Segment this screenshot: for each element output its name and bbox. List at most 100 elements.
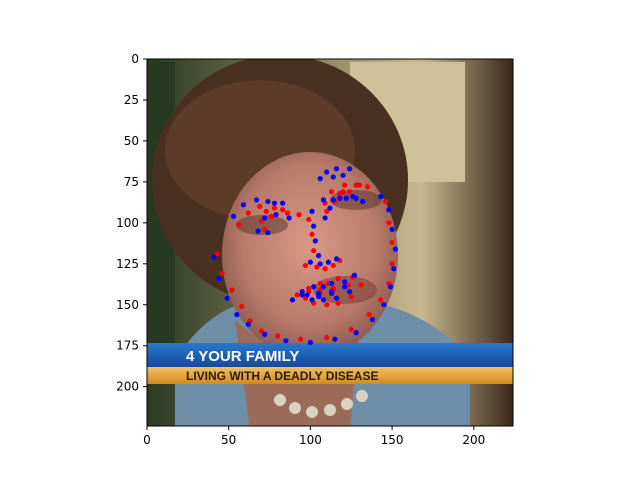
landmark-point-series0-36 [245,210,251,216]
landmark-point-series1-33 [317,261,323,267]
landmark-point-series0-15 [386,220,392,226]
y-tick-label: 25 [124,93,139,107]
landmark-point-series0-14 [389,239,395,246]
landmark-point-series1-45 [347,166,353,172]
landmark-point-series0-49 [317,280,323,287]
landmark-point-series1-2 [224,295,230,301]
landmark-point-series1-16 [386,207,392,213]
landmark-point-series1-27 [360,198,366,205]
landmark-point-series1-8 [332,336,338,342]
landmark-point-series1-48 [289,297,296,303]
landmark-point-series0-21 [296,212,302,218]
landmark-point-series1-69 [353,195,359,201]
landmark-point-series0-28 [309,231,315,237]
landmark-point-series1-0 [211,254,217,260]
landmark-point-series1-28 [309,208,315,214]
y-tick-label: 150 [116,298,139,312]
axes-frame [146,58,514,427]
landmark-point-series0-1 [219,271,225,277]
landmark-point-series0-22 [324,208,330,214]
landmark-point-series1-42 [317,176,323,182]
landmark-point-series0-53 [358,282,364,288]
landmark-point-series0-18 [258,218,264,224]
landmark-point-series1-4 [245,321,251,328]
landmark-point-series0-20 [280,207,286,213]
y-tick-label: 0 [131,52,139,66]
landmark-point-series0-29 [311,248,317,254]
caption-line-2: LIVING WITH A DEADLY DISEASE [186,369,378,383]
landmark-point-series1-63 [342,284,348,290]
y-tick-label: 125 [116,257,139,271]
landmark-point-series0-11 [378,297,384,303]
landmark-point-series1-11 [381,302,387,308]
y-axis: 0 25 50 75 100 125 150 175 200 [116,52,147,394]
landmark-point-series1-1 [216,275,222,282]
landmark-point-series1-35 [333,256,340,262]
landmark-point-series1-36 [230,213,237,219]
landmark-point-series0-35 [235,221,242,228]
landmark-point-series0-19 [263,208,269,214]
landmark-point-series1-12 [387,284,394,290]
landmark-point-series0-8 [324,334,330,341]
landmark-point-series1-37 [240,202,247,208]
landmark-point-series1-29 [311,223,317,229]
landmark-point-series0-42 [329,189,335,195]
landmark-point-series1-25 [337,195,343,201]
landmark-point-series1-5 [262,331,268,337]
x-tick-label: 150 [381,433,404,447]
landmark-point-series1-18 [265,230,271,236]
landmark-point-series1-13 [391,266,397,272]
landmark-point-series0-3 [239,303,245,309]
caption-line-1: 4 YOUR FAMILY [186,348,299,365]
landmark-point-series1-44 [333,166,340,172]
landmark-point-series1-6 [283,338,289,344]
landmark-point-series1-56 [333,295,340,301]
landmark-point-series0-54 [348,293,354,300]
landmark-point-series0-46 [337,190,343,196]
landmark-point-series1-14 [392,246,398,252]
landmark-point-series1-9 [353,330,359,336]
landmark-point-series0-31 [314,264,320,270]
landmark-point-series1-67 [330,197,336,203]
landmark-point-series0-40 [268,213,274,219]
landmark-point-series1-41 [271,200,278,206]
landmark-point-series1-66 [320,197,327,203]
landmark-point-series0-56 [324,302,330,308]
landmark-point-series0-43 [342,182,348,188]
landmark-point-series0-16 [382,198,389,205]
landmark-point-series0-7 [297,336,304,342]
landmark-point-series1-24 [327,205,333,211]
landmark-point-series1-40 [280,200,286,206]
landmark-point-series0-45 [347,189,353,195]
x-tick-label: 200 [462,433,485,447]
landmark-point-series1-58 [309,297,315,303]
landmark-point-series0-38 [271,205,278,211]
landmark-point-series0-33 [330,262,336,269]
landmark-point-series0-6 [275,333,281,339]
landmark-point-series0-17 [262,226,268,232]
y-tick-label: 200 [116,380,139,394]
y-tick-label: 175 [116,339,139,353]
x-tick-label: 0 [143,433,151,447]
landmark-point-series1-17 [378,194,384,200]
x-tick-label: 50 [221,433,236,447]
landmark-point-series1-50 [311,284,317,290]
landmark-point-series1-64 [329,290,335,296]
landmark-point-series1-32 [307,259,313,265]
y-tick-label: 75 [124,175,139,189]
landmark-point-series1-46 [340,172,346,178]
landmark-point-series1-55 [347,289,353,295]
landmark-point-series1-68 [343,195,349,201]
landmark-point-series0-39 [284,210,291,216]
landmark-point-series0-13 [389,261,395,267]
landmark-point-series1-3 [234,311,240,318]
landmark-point-series1-19 [255,228,261,234]
landmark-point-series0-47 [294,292,300,298]
landmark-point-series1-65 [315,293,322,300]
x-axis: 0 50 100 150 200 [143,426,485,447]
landmark-point-series1-54 [351,272,358,278]
landmark-point-series0-9 [348,326,354,332]
landmark-point-series1-60 [304,292,310,298]
landmark-point-series0-44 [356,182,363,188]
landmark-point-series1-53 [342,279,348,285]
